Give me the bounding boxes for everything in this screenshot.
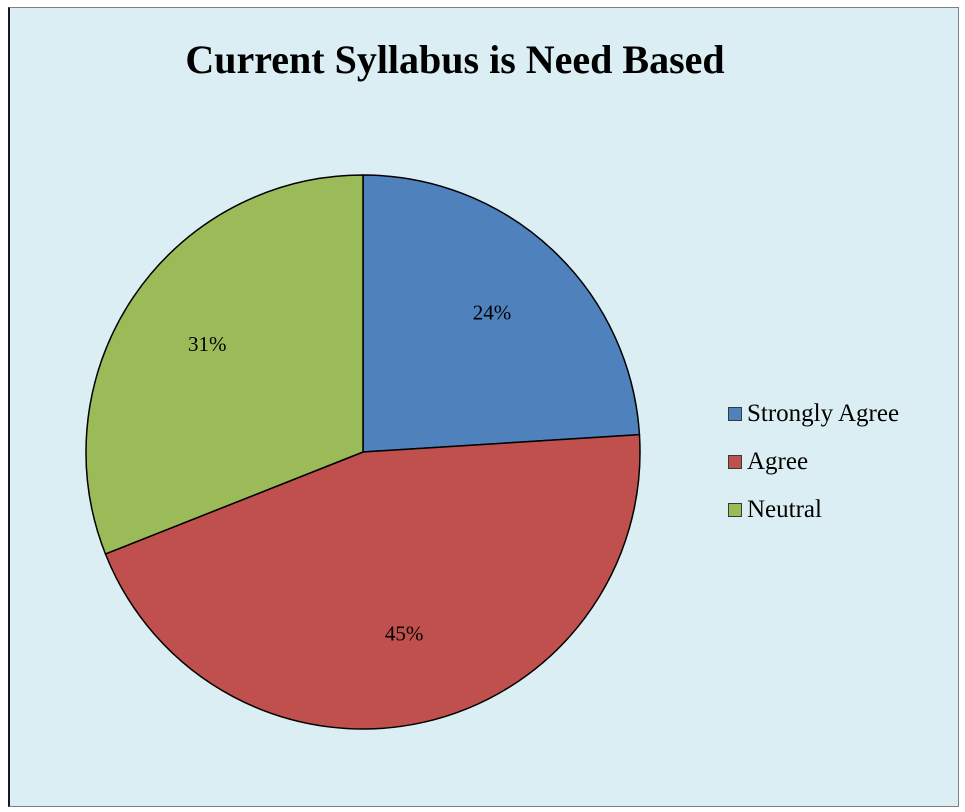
- data-label-strongly-agree: 24%: [473, 301, 512, 325]
- legend-label-agree: Agree: [747, 448, 809, 475]
- legend-swatch-strongly-agree: [728, 407, 742, 421]
- legend-item-neutral: Neutral: [728, 486, 899, 534]
- legend-label-strongly-agree: Strongly Agree: [747, 400, 900, 427]
- legend-swatch-agree: [728, 455, 742, 469]
- pie-slice-agree: [104, 433, 641, 730]
- legend-swatch-neutral: [728, 503, 742, 517]
- legend-label-neutral: Neutral: [747, 496, 822, 523]
- data-label-agree: 45%: [385, 622, 424, 646]
- chart-title: Current Syllabus is Need Based: [185, 37, 725, 82]
- legend-item-strongly-agree: Strongly Agree: [728, 390, 899, 438]
- legend-item-agree: Agree: [728, 438, 899, 486]
- chart-area: Current Syllabus is Need Based 24% 45% 31%…: [8, 7, 959, 807]
- pie-slice-neutral: [85, 174, 364, 555]
- pie-slice-strongly-agree: [362, 174, 641, 453]
- pie-chart: 24% 45% 31%: [85, 174, 641, 730]
- data-label-neutral: 31%: [188, 332, 227, 356]
- legend: Strongly Agree Agree Neutral: [728, 390, 899, 534]
